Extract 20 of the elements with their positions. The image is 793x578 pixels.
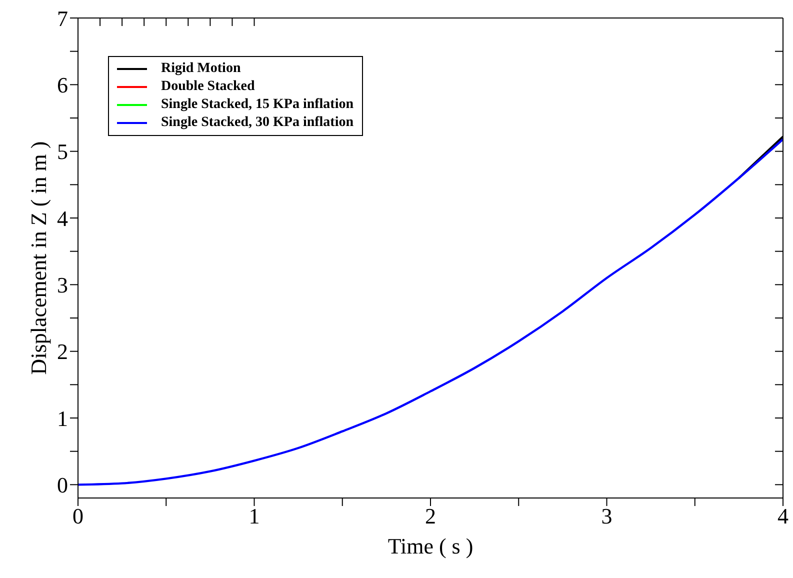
x-tick-label: 4 xyxy=(778,504,788,529)
y-tick-label: 2 xyxy=(57,339,68,364)
y-tick-label: 5 xyxy=(57,139,68,164)
x-tick-label: 0 xyxy=(72,504,84,529)
legend-label: Single Stacked, 15 KPa inflation xyxy=(161,96,354,114)
y-tick-label: 7 xyxy=(57,6,68,31)
y-tick-label: 1 xyxy=(57,406,68,431)
line-series xyxy=(78,138,783,486)
x-tick-label: 2 xyxy=(425,504,436,529)
legend-label: Rigid Motion xyxy=(161,60,241,78)
y-tick-label: 6 xyxy=(57,72,68,98)
x-tick-label: 1 xyxy=(248,504,260,529)
legend-label: Double Stacked xyxy=(161,78,255,96)
y-tick-label: 0 xyxy=(57,472,68,498)
x-axis-title: Time ( s ) xyxy=(388,534,474,559)
x-tick-label: 3 xyxy=(601,504,612,529)
y-axis-title: Displacement in Z ( in m ) xyxy=(26,141,51,375)
y-tick-label: 4 xyxy=(57,206,68,231)
legend-label: Single Stacked, 30 KPa inflation xyxy=(161,114,354,132)
y-tick-label: 3 xyxy=(57,272,68,298)
